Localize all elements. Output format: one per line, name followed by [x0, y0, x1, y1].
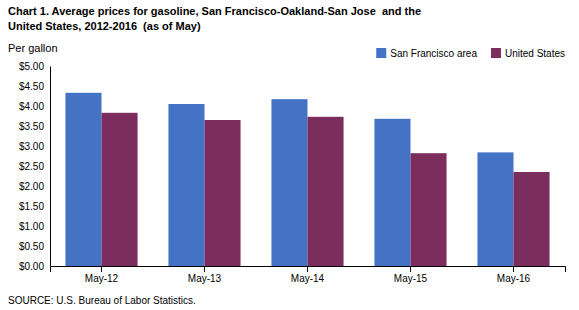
x-axis: May-12 May-13 May-14 May-15 May-16 — [51, 266, 566, 284]
tick-mark — [204, 266, 205, 272]
tick-label: $3.50 — [19, 121, 44, 132]
bars — [65, 93, 549, 266]
tick: $5.00 — [19, 61, 50, 72]
tick: $3.50 — [19, 121, 50, 132]
tick-mark — [410, 266, 411, 272]
tick: May-13 — [188, 266, 222, 284]
tick: $1.00 — [19, 221, 50, 232]
bar — [205, 120, 241, 266]
tick-mark — [307, 266, 308, 272]
tick: $2.00 — [19, 181, 50, 192]
bar — [374, 119, 410, 266]
legend-swatch — [491, 48, 501, 58]
bar — [411, 153, 447, 266]
tick-label: $3.00 — [19, 141, 44, 152]
chart: Chart 1. Average prices for gasoline, Sa… — [0, 0, 579, 310]
series — [102, 113, 550, 266]
tick: $2.50 — [19, 161, 50, 172]
legend-swatch — [376, 48, 386, 58]
tick-label: $4.00 — [19, 101, 44, 112]
tick-label: $5.00 — [19, 61, 44, 72]
tick: $0.50 — [19, 241, 50, 252]
tick-label: May-12 — [85, 273, 119, 284]
subtitle: United States, 2012-2016 (as of May) — [8, 20, 201, 32]
tick-label: $0.00 — [19, 261, 44, 272]
tick: $4.50 — [19, 81, 50, 92]
y-axis: $0.00 $0.50 $1.00 $1.50 $2.00 $2.50 $3.00 $3.50… — [19, 61, 51, 272]
bar — [102, 113, 138, 266]
bar — [168, 104, 204, 266]
plot: $0.00 $0.50 $1.00 $1.50 $2.00 $2.50 $3.00 $3.50… — [19, 61, 566, 284]
legend: San Francisco area United States — [376, 48, 565, 59]
bar — [477, 152, 513, 266]
bar — [308, 117, 344, 266]
tick: $0.00 — [19, 261, 50, 272]
tick-label: $2.00 — [19, 181, 44, 192]
tick-label: $1.00 — [19, 221, 44, 232]
tick: $3.00 — [19, 141, 50, 152]
source: SOURCE: U.S. Bureau of Labor Statistics. — [8, 295, 196, 306]
tick-label: May-13 — [188, 273, 222, 284]
tick: $1.50 — [19, 201, 50, 212]
tick: May-16 — [497, 266, 531, 284]
tick: May-12 — [85, 266, 119, 284]
legend-label: United States — [505, 48, 565, 59]
tick-label: $0.50 — [19, 241, 44, 252]
title: Chart 1. Average prices for gasoline, Sa… — [8, 5, 421, 17]
legend-item: San Francisco area — [376, 48, 477, 59]
axis-line — [50, 67, 51, 267]
tick-label: $2.50 — [19, 161, 44, 172]
tick-label: May-14 — [291, 273, 325, 284]
tick-mark — [101, 266, 102, 272]
legend-item: United States — [491, 48, 565, 59]
bar — [65, 93, 101, 266]
tick-label: $4.50 — [19, 81, 44, 92]
series — [65, 93, 513, 266]
tick: May-14 — [291, 266, 325, 284]
tick-label: $1.50 — [19, 201, 44, 212]
tick-mark — [513, 266, 514, 272]
tick-label: May-15 — [394, 273, 428, 284]
tick-label: May-16 — [497, 273, 531, 284]
bar — [271, 99, 307, 266]
tick: May-15 — [394, 266, 428, 284]
axis-line — [51, 267, 566, 273]
legend-label: San Francisco area — [390, 48, 477, 59]
tick: $4.00 — [19, 101, 50, 112]
y-axis-label: Per gallon — [8, 42, 58, 54]
bar — [514, 172, 550, 266]
